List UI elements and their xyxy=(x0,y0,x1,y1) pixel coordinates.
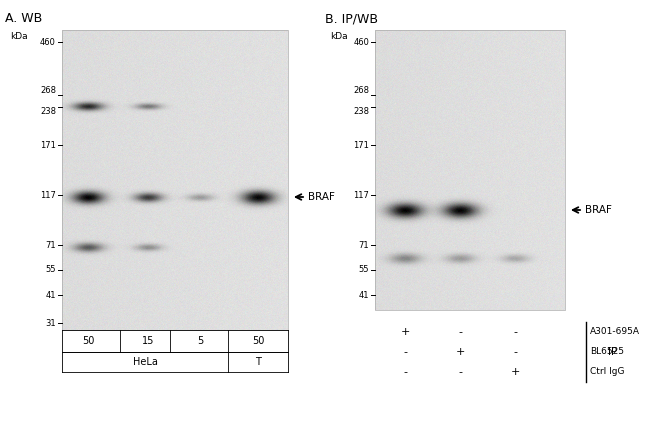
Text: -: - xyxy=(513,347,517,357)
Text: +: + xyxy=(455,347,465,357)
Text: BL6525: BL6525 xyxy=(590,348,624,357)
Bar xyxy=(375,30,565,310)
Text: -: - xyxy=(458,327,462,337)
Text: 41: 41 xyxy=(46,291,56,300)
Text: 71: 71 xyxy=(46,241,56,249)
Text: kDa: kDa xyxy=(10,32,27,41)
Text: 41: 41 xyxy=(359,291,369,300)
Text: -: - xyxy=(513,327,517,337)
Text: IP: IP xyxy=(608,347,617,357)
Text: 5: 5 xyxy=(197,336,203,346)
Text: B. IP/WB: B. IP/WB xyxy=(325,12,378,25)
Text: kDa: kDa xyxy=(330,32,348,41)
Text: 55: 55 xyxy=(46,266,56,275)
Text: 50: 50 xyxy=(82,336,94,346)
Text: 55: 55 xyxy=(359,266,369,275)
Text: 171: 171 xyxy=(353,141,369,150)
Text: 15: 15 xyxy=(142,336,154,346)
Text: 171: 171 xyxy=(40,141,56,150)
Text: 238: 238 xyxy=(353,107,369,116)
Text: 50: 50 xyxy=(252,336,264,346)
Text: 460: 460 xyxy=(353,37,369,46)
Text: Ctrl IgG: Ctrl IgG xyxy=(590,368,625,377)
Text: -: - xyxy=(458,367,462,377)
Text: -: - xyxy=(403,347,407,357)
Text: A. WB: A. WB xyxy=(5,12,42,25)
Text: 117: 117 xyxy=(40,190,56,199)
Text: BRAF: BRAF xyxy=(308,192,335,202)
Text: HeLa: HeLa xyxy=(133,357,157,367)
Text: -: - xyxy=(403,367,407,377)
Text: 460: 460 xyxy=(40,37,56,46)
Text: +: + xyxy=(400,327,410,337)
Text: T: T xyxy=(255,357,261,367)
Text: 117: 117 xyxy=(353,190,369,199)
Text: 71: 71 xyxy=(358,241,369,249)
Text: 268: 268 xyxy=(353,86,369,95)
Bar xyxy=(62,30,288,330)
Text: 31: 31 xyxy=(46,318,56,328)
Text: A301-695A: A301-695A xyxy=(590,328,640,337)
Text: +: + xyxy=(510,367,520,377)
Text: 238: 238 xyxy=(40,107,56,116)
Text: 268: 268 xyxy=(40,86,56,95)
Text: BRAF: BRAF xyxy=(585,205,612,215)
